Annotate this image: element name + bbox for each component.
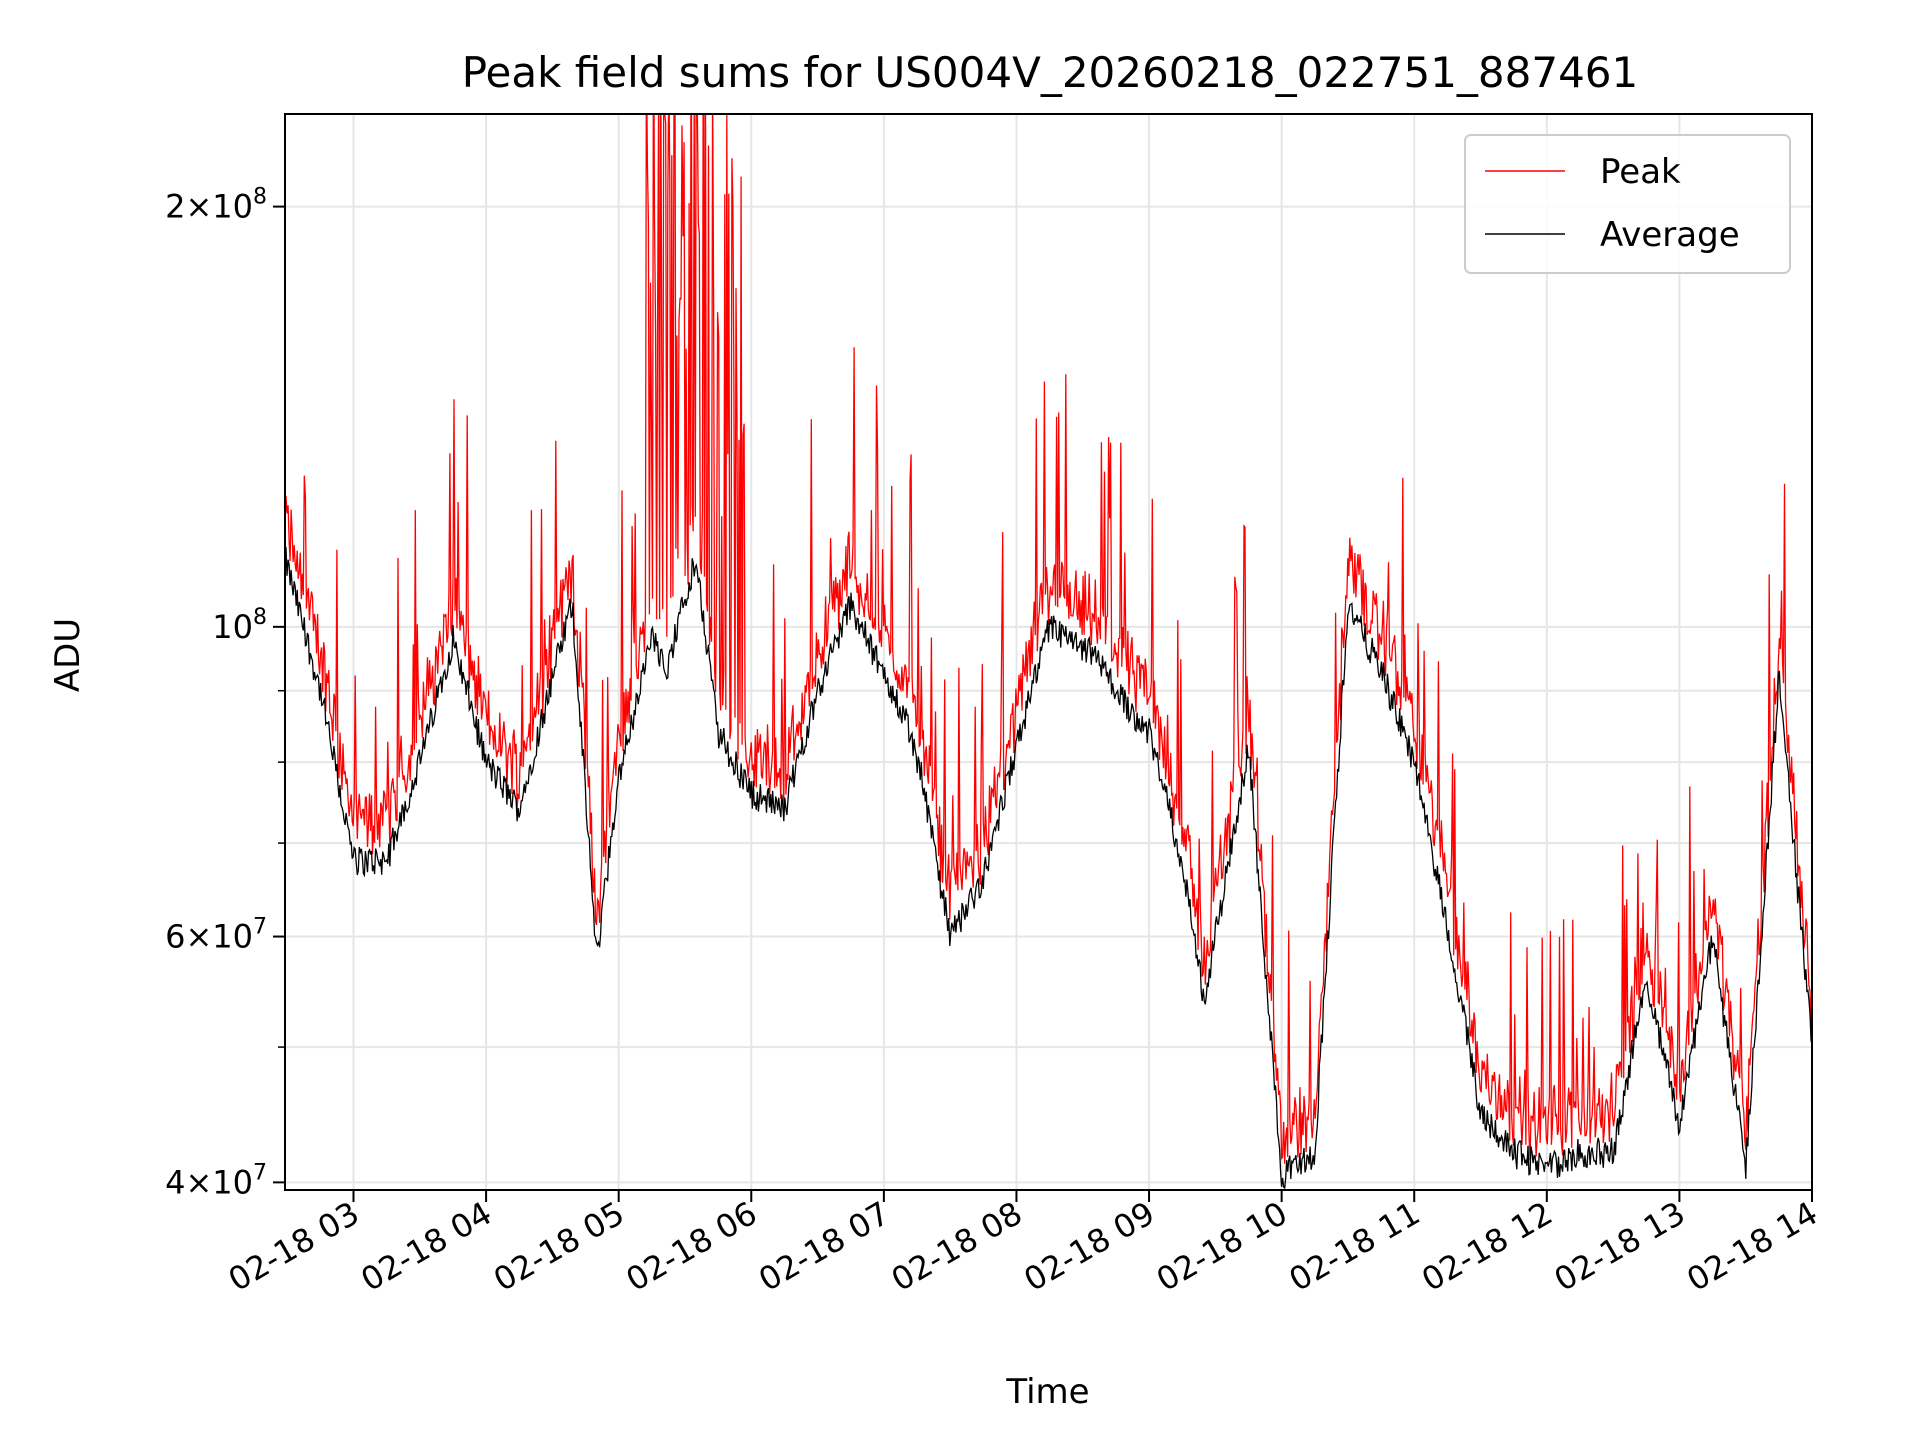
x-tick-label: 02-18 04 bbox=[354, 1194, 498, 1299]
legend-label-peak: Peak bbox=[1600, 152, 1681, 192]
x-tick-label: 02-18 07 bbox=[752, 1194, 896, 1299]
y-tick-label: 4×107 bbox=[165, 1160, 267, 1201]
y-tick-label: 6×107 bbox=[165, 915, 267, 956]
x-tick-label: 02-18 03 bbox=[222, 1194, 366, 1299]
x-tick-label: 02-18 14 bbox=[1680, 1194, 1824, 1299]
x-tick-label: 02-18 13 bbox=[1548, 1194, 1692, 1299]
y-tick-label: 108 bbox=[212, 605, 267, 646]
x-axis-label: Time bbox=[1005, 1372, 1089, 1412]
y-axis-label: ADU bbox=[48, 618, 88, 692]
y-axis-ticks: 4×107 6×107 108 2×108 bbox=[165, 185, 285, 1201]
series-peak bbox=[285, 114, 1812, 1164]
x-tick-label: 02-18 08 bbox=[885, 1194, 1029, 1299]
x-tick-label: 02-18 05 bbox=[487, 1194, 631, 1299]
x-tick-label: 02-18 09 bbox=[1017, 1194, 1161, 1299]
x-tick-label: 02-18 06 bbox=[620, 1194, 764, 1299]
legend: Peak Average bbox=[1464, 134, 1791, 274]
peak-line bbox=[285, 114, 1812, 1164]
legend-box bbox=[1464, 134, 1791, 274]
series-average bbox=[285, 546, 1812, 1190]
x-tick-label: 02-18 12 bbox=[1415, 1194, 1559, 1299]
x-tick-label: 02-18 11 bbox=[1283, 1194, 1427, 1299]
chart-title: Peak field sums for US004V_20260218_0227… bbox=[462, 48, 1639, 97]
plot-frame bbox=[284, 113, 1813, 1191]
x-tick-label: 02-18 10 bbox=[1150, 1194, 1294, 1299]
y-tick-label: 2×108 bbox=[165, 185, 267, 226]
average-line bbox=[285, 546, 1812, 1190]
legend-label-average: Average bbox=[1600, 215, 1740, 255]
